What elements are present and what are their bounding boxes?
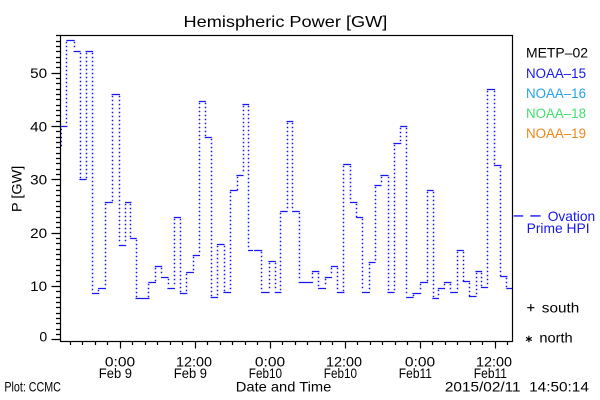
svg-text:Hemispheric Power [GW]: Hemispheric Power [GW] (184, 14, 388, 31)
svg-text:NOAA–18: NOAA–18 (526, 106, 586, 121)
svg-text:Feb 9: Feb 9 (99, 365, 132, 381)
svg-text:50: 50 (30, 66, 47, 81)
svg-text:12:00: 12:00 (326, 353, 362, 369)
svg-text:Feb 9: Feb 9 (174, 365, 207, 381)
svg-text:12:00: 12:00 (176, 353, 212, 369)
svg-text:40: 40 (30, 119, 47, 134)
svg-text:30: 30 (30, 173, 47, 188)
svg-text:0:00: 0:00 (255, 353, 285, 369)
svg-text:Feb11: Feb11 (399, 365, 432, 381)
svg-text:NOAA–16: NOAA–16 (526, 86, 586, 101)
svg-text:south: south (542, 300, 579, 315)
svg-text:NOAA–15: NOAA–15 (526, 66, 586, 81)
svg-text:north: north (539, 331, 572, 346)
svg-text:NOAA–19: NOAA–19 (526, 126, 586, 141)
svg-text:0:00: 0:00 (405, 353, 435, 369)
svg-text:12:00: 12:00 (476, 353, 512, 369)
svg-text:0: 0 (39, 330, 47, 345)
svg-text:Feb11: Feb11 (474, 365, 507, 381)
svg-text:Prime HPI: Prime HPI (527, 220, 590, 236)
svg-text:10: 10 (30, 279, 47, 294)
svg-text:Feb10: Feb10 (324, 365, 357, 381)
svg-text:20: 20 (30, 226, 47, 241)
svg-text:Date and Time: Date and Time (236, 379, 332, 395)
svg-text:Feb10: Feb10 (249, 365, 282, 381)
svg-text:Plot: CCMC: Plot: CCMC (4, 379, 61, 395)
svg-text:Ovation: Ovation (548, 208, 596, 224)
svg-text:0:00: 0:00 (105, 353, 135, 369)
svg-text:METP–02: METP–02 (526, 46, 588, 61)
svg-text:P [GW]: P [GW] (9, 166, 24, 212)
svg-text:2015/02/11 14:50:14: 2015/02/11 14:50:14 (445, 379, 589, 395)
